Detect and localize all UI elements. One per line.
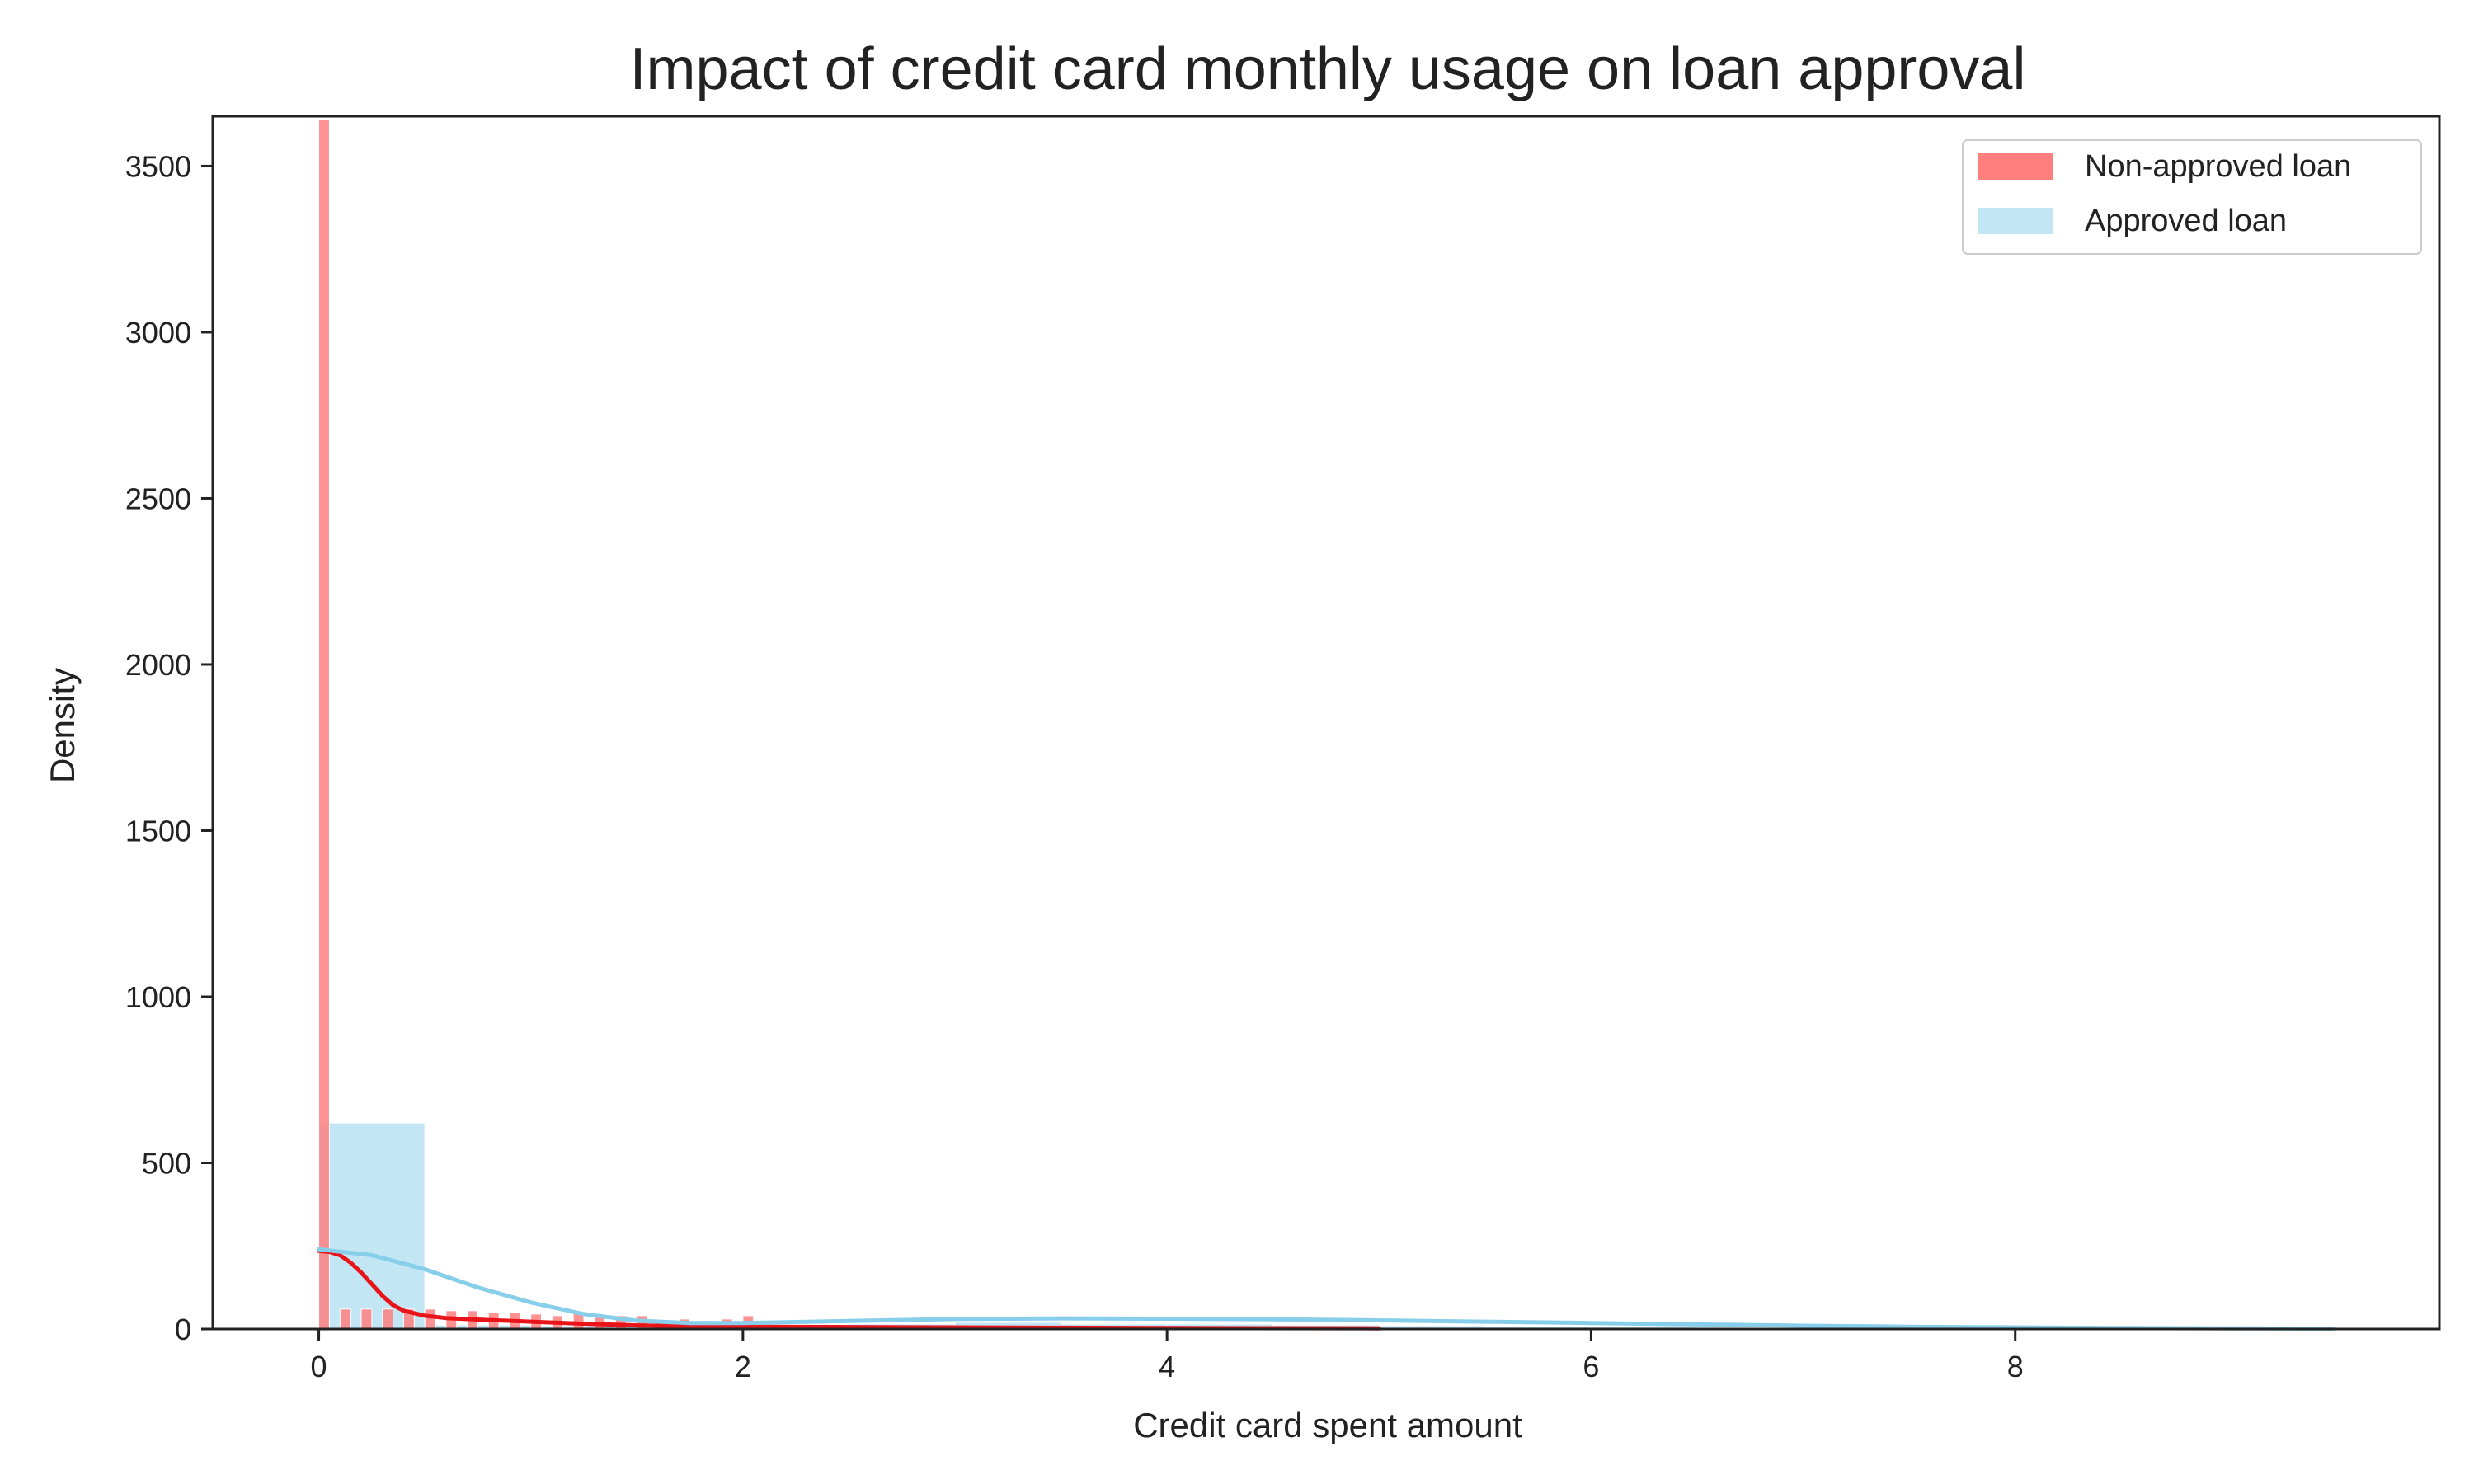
x-tick-label: 0 bbox=[311, 1350, 327, 1383]
bar-non-approved-loan-1 bbox=[339, 1308, 351, 1330]
chart-title: Impact of credit card monthly usage on l… bbox=[630, 36, 2026, 102]
x-tick-label: 8 bbox=[2007, 1350, 2024, 1383]
y-tick-label: 500 bbox=[142, 1146, 191, 1180]
x-tick-label: 6 bbox=[1583, 1350, 1599, 1383]
x-axis: 0 2 4 6 8 bbox=[311, 1329, 2024, 1383]
y-tick-label: 1500 bbox=[125, 814, 191, 848]
legend-swatch-approved bbox=[1978, 208, 2053, 234]
x-axis-label: Credit card spent amount bbox=[1133, 1406, 1522, 1444]
y-tick-label: 1000 bbox=[125, 980, 191, 1014]
chart-marks bbox=[317, 119, 2335, 1331]
bar-non-approved-loan-3 bbox=[382, 1308, 394, 1330]
y-axis-label: Density bbox=[43, 668, 82, 783]
x-tick-label: 2 bbox=[735, 1350, 751, 1383]
legend-frame bbox=[1962, 139, 2422, 255]
y-tick-label: 2500 bbox=[125, 481, 191, 515]
legend: Non-approved loan Approved loan bbox=[1962, 139, 2422, 255]
kde-line-approved-loan bbox=[317, 1247, 2335, 1331]
bar-non-approved-loan-5 bbox=[424, 1308, 436, 1330]
legend-label-approved: Approved loan bbox=[2085, 204, 2287, 238]
legend-label-non-approved: Non-approved loan bbox=[2085, 149, 2351, 184]
y-tick-label: 0 bbox=[175, 1313, 191, 1346]
bar-approved-loan-0 bbox=[318, 1122, 426, 1330]
y-axis: 0 500 1000 1500 2000 2500 3000 3500 bbox=[125, 149, 213, 1346]
y-tick-label: 2000 bbox=[125, 648, 191, 682]
legend-swatch-non-approved bbox=[1978, 153, 2053, 180]
y-tick-label: 3500 bbox=[125, 149, 191, 183]
kde-line-non-approved-loan bbox=[317, 1248, 1381, 1331]
bar-non-approved-loan-0 bbox=[318, 119, 330, 1330]
plot-frame bbox=[211, 115, 2441, 1331]
x-tick-label: 4 bbox=[1159, 1350, 1175, 1383]
bar-non-approved-loan-2 bbox=[360, 1308, 373, 1330]
y-tick-label: 3000 bbox=[125, 316, 191, 350]
